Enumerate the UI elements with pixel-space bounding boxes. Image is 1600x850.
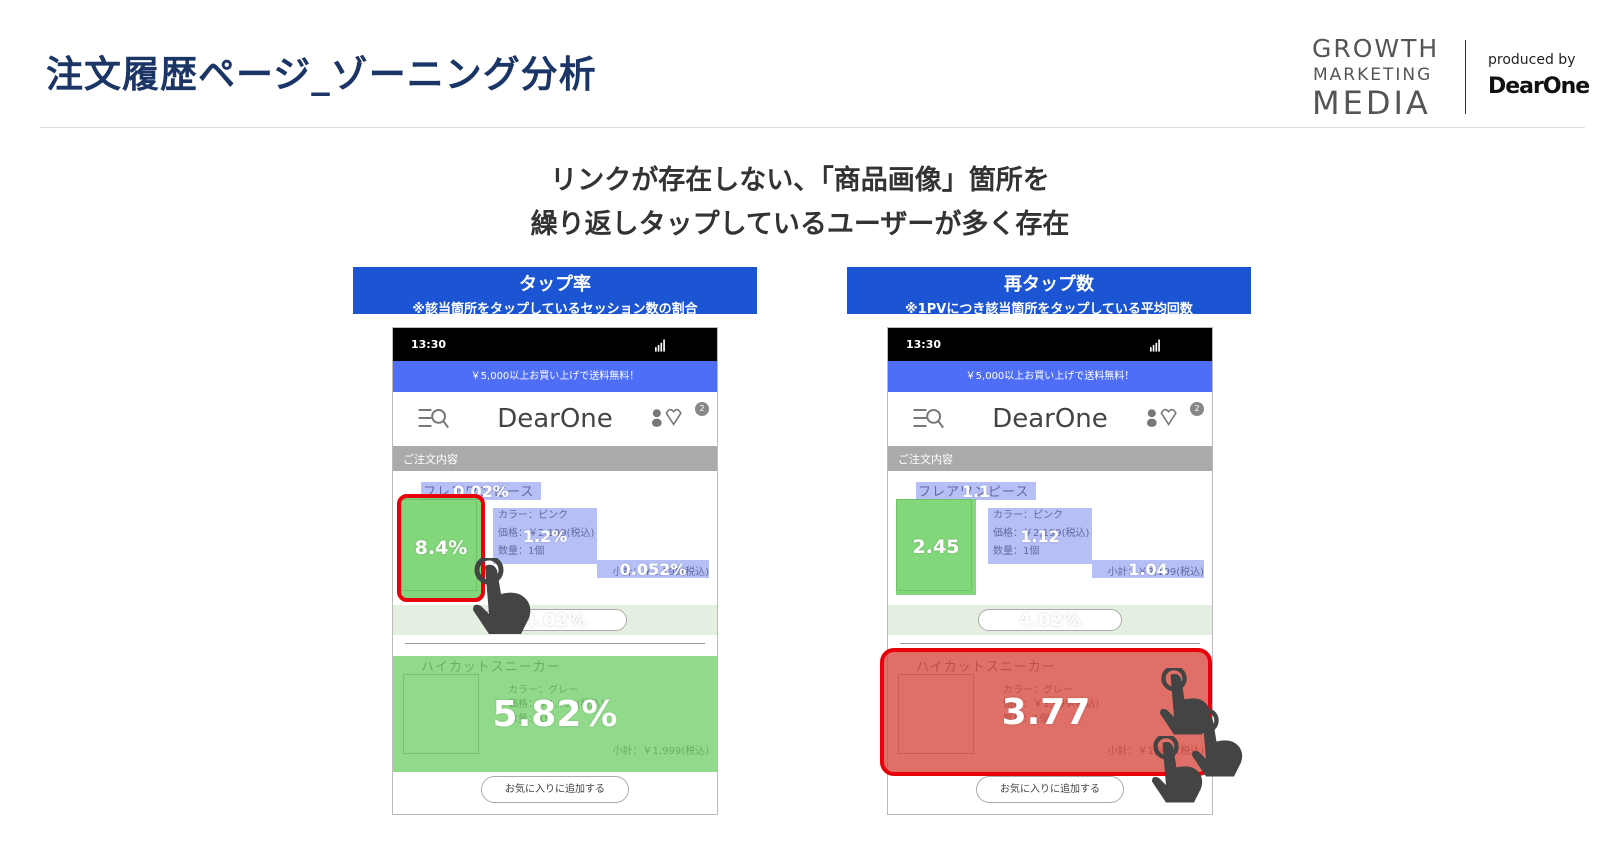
icon: [1138, 733, 1208, 806]
cart-count: 2: [695, 402, 709, 416]
icon-svg: [655, 339, 665, 352]
icon: [621, 334, 711, 356]
metric: 4.02%: [1018, 609, 1082, 631]
metric: 0.052%: [597, 560, 709, 579]
icon-svg: [1192, 707, 1243, 777]
panel-header: 再タップ数 ※1PVにつき該当箇所をタップしている平均回数: [847, 267, 1251, 317]
icon-svg: [418, 409, 449, 429]
metric: 1.04: [1092, 560, 1204, 579]
brand: DearOne: [992, 404, 1108, 434]
icon-svg: [1152, 733, 1203, 803]
divider: [405, 643, 705, 644]
panel-note: ※該当箇所をタップしているセッション数の割合: [412, 302, 698, 317]
divider: [1465, 40, 1466, 114]
produced-by: produced by: [1488, 52, 1576, 68]
phone: 13:30￥5,000以上お買い上げで送料無料！DearOne2ご注文内容フレア…: [880, 327, 1243, 815]
status-time: 13:30: [393, 328, 717, 361]
headline: 繰り返しタップしているユーザーが多く存在: [530, 209, 1070, 240]
button: [978, 609, 1122, 631]
company: DearOne: [1488, 74, 1590, 99]
metric: 8.4%: [397, 494, 485, 602]
metric: 3.77: [880, 648, 1212, 776]
icon: [1116, 334, 1206, 356]
icon: [625, 402, 711, 434]
slide-title: 注文履歴ページ_ゾーニング分析: [46, 53, 597, 96]
panel-note: ※1PVにつき該当箇所をタップしている平均回数: [905, 302, 1193, 317]
metric: 4.02%: [523, 609, 587, 631]
logo-text: GROWTH: [1312, 34, 1440, 63]
icon-svg: [473, 555, 531, 634]
brand: DearOne: [497, 404, 613, 434]
metric: 5.82%: [393, 656, 717, 772]
icon-svg: [1150, 339, 1160, 352]
cart-count: 2: [1190, 402, 1204, 416]
icon-svg: [913, 409, 944, 429]
icon: [1178, 707, 1248, 780]
metric: 1.1: [916, 482, 1036, 501]
panel-title: 再タップ数: [1004, 274, 1094, 295]
logo-text: MEDIA: [1312, 84, 1431, 122]
metric: 2.45: [896, 499, 976, 595]
panel-title: タップ率: [519, 274, 591, 295]
rule: [40, 127, 1585, 128]
section-label: ご注文内容: [888, 446, 1212, 471]
status-time: 13:30: [888, 328, 1212, 361]
favorite-button: お気に入りに追加する: [976, 776, 1124, 803]
banner: ￥5,000以上お買い上げで送料無料！: [888, 361, 1212, 392]
panel-header: タップ率 ※該当箇所をタップしているセッション数の割合: [353, 267, 757, 317]
banner: ￥5,000以上お買い上げで送料無料！: [393, 361, 717, 392]
icon: [457, 555, 537, 638]
icon: [900, 402, 956, 434]
metric: 1.12: [988, 508, 1092, 564]
icon-svg: [1147, 408, 1177, 427]
favorite-button: お気に入りに追加する: [481, 776, 629, 803]
phone: 13:30￥5,000以上お買い上げで送料無料！DearOne2ご注文内容フレア…: [392, 327, 718, 815]
icon-svg: [652, 408, 682, 427]
divider: [900, 643, 1200, 644]
icon: [405, 402, 461, 434]
headline: リンクが存在しない、「商品画像」箇所を: [550, 165, 1050, 196]
icon: [1120, 402, 1206, 434]
logo-text: MARKETING: [1313, 65, 1433, 85]
section-label: ご注文内容: [393, 446, 717, 471]
metric: 1.2%: [493, 508, 597, 564]
